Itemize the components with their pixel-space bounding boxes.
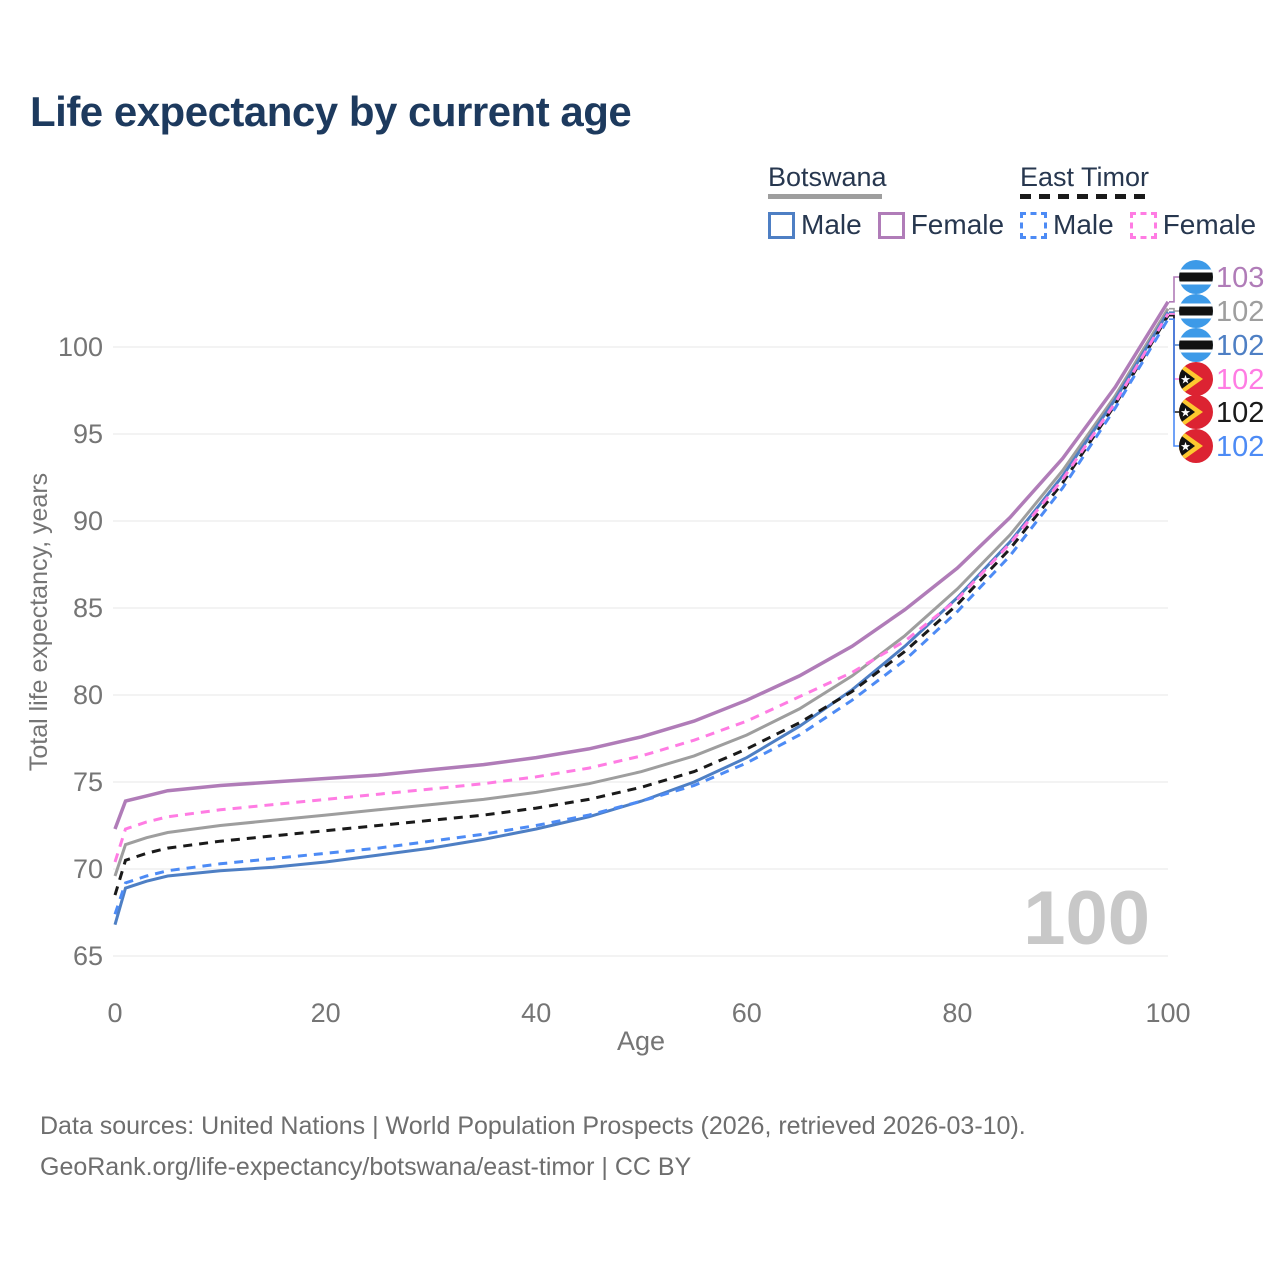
y-axis-title: Total life expectancy, years — [25, 473, 53, 771]
x-tick-label: 60 — [732, 998, 762, 1028]
legend-item-east-timor-female[interactable]: Female — [1129, 209, 1257, 241]
end-value-east-timor-all: 102 — [1216, 397, 1264, 429]
star-icon: ★ — [1180, 373, 1191, 387]
legend-swatch-icon — [877, 211, 905, 239]
end-label-connector — [1169, 318, 1179, 447]
east-timor-flag-icon: ★ — [1179, 362, 1213, 396]
end-label-connector — [1169, 276, 1179, 303]
x-tick-label: 40 — [521, 998, 551, 1028]
page-title: Life expectancy by current age — [30, 88, 632, 135]
end-value-east-timor-female: 102 — [1216, 364, 1264, 396]
y-tick-label: 90 — [73, 506, 103, 536]
footer: Data sources: United Nations | World Pop… — [40, 1106, 1026, 1188]
x-tick-label: 80 — [942, 998, 972, 1028]
legend-item-east-timor-male[interactable]: Male — [1020, 209, 1114, 241]
legend-item-botswana-male[interactable]: Male — [768, 209, 862, 241]
legend-item-label: Female — [910, 209, 1005, 240]
legend-swatch-icon — [1020, 211, 1047, 239]
x-tick-label: 100 — [1145, 998, 1190, 1028]
star-icon: ★ — [1180, 440, 1191, 454]
botswana-flag-icon — [1179, 328, 1213, 362]
series-line-botswana-female[interactable] — [113, 300, 1170, 830]
east-timor-flag-icon: ★ — [1179, 429, 1213, 463]
series-line-east-timor-all[interactable] — [113, 314, 1170, 896]
series-line-east-timor-male[interactable] — [113, 318, 1170, 915]
y-tick-label: 70 — [73, 854, 103, 884]
footer-attribution: GeoRank.org/life-expectancy/botswana/eas… — [40, 1153, 692, 1181]
legend-item-label: Male — [1053, 209, 1114, 240]
footer-data-sources: Data sources: United Nations | World Pop… — [40, 1112, 1026, 1140]
y-tick-label: 95 — [73, 419, 103, 449]
legend-swatch-icon — [1129, 211, 1157, 239]
y-tick-label: 100 — [58, 332, 103, 362]
y-tick-label: 80 — [73, 680, 103, 710]
y-tick-label: 65 — [73, 941, 103, 971]
y-tick-label: 75 — [73, 767, 103, 797]
y-tick-label: 85 — [73, 593, 103, 623]
east-timor-flag-icon: ★ — [1179, 395, 1213, 429]
botswana-flag-icon — [1179, 294, 1213, 328]
legend-item-botswana-female[interactable]: Female — [877, 209, 1005, 241]
end-value-botswana-all: 102 — [1216, 296, 1264, 328]
legend-group-title: Botswana — [768, 162, 887, 192]
legend-linestyle-solid — [768, 194, 882, 199]
series-line-botswana-male[interactable] — [113, 311, 1170, 926]
end-value-botswana-female: 103 — [1216, 262, 1264, 294]
legend-swatch-icon — [768, 211, 795, 239]
end-label-connector — [1169, 307, 1179, 312]
end-value-botswana-male: 102 — [1216, 330, 1264, 362]
end-value-east-timor-male: 102 — [1216, 431, 1264, 463]
x-axis-title: Age — [617, 1026, 665, 1056]
legend-item-label: Female — [1162, 209, 1257, 240]
series-line-east-timor-female[interactable] — [113, 313, 1170, 863]
legend-group-title: East Timor — [1020, 162, 1150, 192]
x-tick-label: 20 — [311, 998, 341, 1028]
legend-item-label: Male — [801, 209, 862, 240]
legend-group-botswana: Botswana Male Female — [768, 163, 1004, 241]
legend-group-east-timor: East Timor Male Female — [1020, 163, 1256, 241]
legend-linestyle-dashed — [1020, 194, 1146, 199]
age-hover-indicator: 100 — [1023, 876, 1150, 961]
series-line-botswana-all[interactable] — [113, 307, 1170, 877]
star-icon: ★ — [1180, 406, 1191, 420]
x-tick-label: 0 — [107, 998, 122, 1028]
botswana-flag-icon — [1179, 260, 1213, 294]
